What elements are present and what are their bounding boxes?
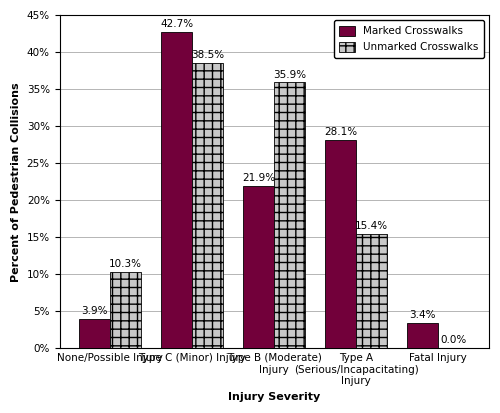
Text: 35.9%: 35.9%: [273, 69, 306, 80]
X-axis label: Injury Severity: Injury Severity: [228, 392, 320, 402]
Text: 10.3%: 10.3%: [110, 259, 142, 269]
Text: 28.1%: 28.1%: [324, 127, 357, 137]
Bar: [110, 272, 142, 348]
Text: 3.4%: 3.4%: [410, 310, 436, 320]
Bar: [325, 140, 356, 348]
Text: 3.9%: 3.9%: [82, 306, 108, 316]
Text: 21.9%: 21.9%: [242, 173, 275, 183]
Text: 15.4%: 15.4%: [355, 221, 388, 231]
Bar: [407, 323, 438, 348]
Text: 38.5%: 38.5%: [191, 50, 224, 60]
Bar: [243, 186, 274, 348]
Y-axis label: Percent of Pedestrian Collisions: Percent of Pedestrian Collisions: [11, 82, 21, 282]
Bar: [79, 319, 110, 348]
Text: 42.7%: 42.7%: [160, 19, 193, 29]
Bar: [192, 63, 224, 348]
Text: 0.0%: 0.0%: [440, 335, 467, 345]
Bar: [274, 83, 306, 348]
Bar: [161, 32, 192, 348]
Bar: [356, 234, 388, 348]
Legend: Marked Crosswalks, Unmarked Crosswalks: Marked Crosswalks, Unmarked Crosswalks: [334, 20, 484, 58]
